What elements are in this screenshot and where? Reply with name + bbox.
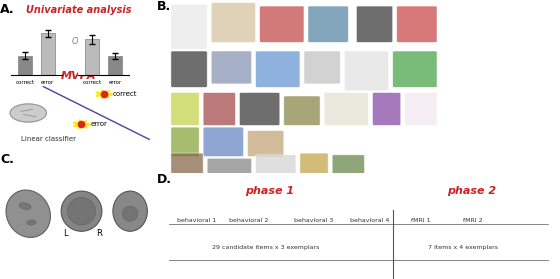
FancyBboxPatch shape [171,93,199,125]
FancyBboxPatch shape [255,155,296,177]
FancyBboxPatch shape [211,51,251,84]
FancyBboxPatch shape [171,153,203,177]
Text: behavioral 1: behavioral 1 [177,218,216,223]
Text: D.: D. [157,173,172,186]
FancyBboxPatch shape [300,153,328,177]
Text: 7 items x 4 exemplars: 7 items x 4 exemplars [428,245,498,250]
Text: fMRI 2: fMRI 2 [463,218,483,223]
Ellipse shape [27,220,36,225]
Text: fMRI 1: fMRI 1 [411,218,430,223]
FancyBboxPatch shape [248,131,284,157]
Ellipse shape [6,190,50,237]
Text: behavioral 4: behavioral 4 [351,218,390,223]
Point [77,122,86,127]
FancyBboxPatch shape [171,127,199,157]
Text: L: L [63,229,68,238]
Text: phase 1: phase 1 [245,186,294,196]
Ellipse shape [67,198,96,225]
Text: R: R [96,229,102,238]
FancyBboxPatch shape [171,51,207,87]
Ellipse shape [122,206,138,221]
Text: A.: A. [0,3,15,16]
Bar [18,56,32,75]
FancyBboxPatch shape [344,51,389,91]
FancyBboxPatch shape [211,3,255,42]
FancyBboxPatch shape [304,51,340,84]
Circle shape [10,104,46,122]
Bar [85,39,99,75]
FancyBboxPatch shape [332,155,365,177]
Text: 29 candidate items x 3 exemplars: 29 candidate items x 3 exemplars [212,245,319,250]
FancyBboxPatch shape [255,51,300,87]
FancyBboxPatch shape [405,93,437,125]
Text: C.: C. [0,153,14,167]
FancyBboxPatch shape [372,93,401,125]
Text: behavioral 2: behavioral 2 [230,218,269,223]
Bar [108,56,122,75]
Point [100,92,109,97]
Text: Univariate analysis: Univariate analysis [26,4,131,15]
Bar [41,33,55,75]
Ellipse shape [61,191,102,231]
FancyBboxPatch shape [260,6,304,42]
Text: B.: B. [157,0,171,13]
FancyBboxPatch shape [396,6,437,42]
FancyBboxPatch shape [356,6,393,42]
Text: OR: OR [72,37,85,46]
Ellipse shape [19,203,31,210]
Text: Linear classifier: Linear classifier [21,136,76,142]
FancyBboxPatch shape [171,4,207,49]
Text: MVPA: MVPA [60,71,96,81]
Ellipse shape [113,191,147,231]
FancyBboxPatch shape [240,93,280,125]
FancyBboxPatch shape [207,158,251,177]
Text: correct: correct [113,91,137,97]
FancyBboxPatch shape [393,51,437,87]
Text: error: error [90,121,107,127]
FancyBboxPatch shape [284,96,320,125]
FancyBboxPatch shape [308,6,348,42]
Text: behavioral 3: behavioral 3 [294,218,333,223]
FancyBboxPatch shape [203,127,244,157]
FancyBboxPatch shape [324,93,368,125]
Text: phase 2: phase 2 [447,186,496,196]
FancyBboxPatch shape [203,93,235,125]
